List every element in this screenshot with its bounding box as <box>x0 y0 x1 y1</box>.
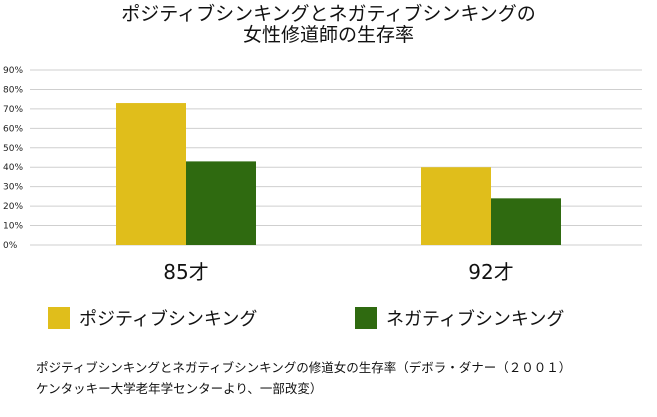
y-tick-label: 80% <box>3 85 23 95</box>
legend-swatch-positive <box>48 307 70 329</box>
chart-title-line-1: ポジティブシンキングとネガティブシンキングの <box>121 3 536 25</box>
chart-title-line-2: 女性修道師の生存率 <box>242 24 414 46</box>
y-tick-label: 40% <box>3 163 23 173</box>
legend-item-positive: ポジティブシンキング <box>48 305 257 331</box>
y-tick-label: 70% <box>3 105 23 115</box>
y-tick-label: 0% <box>3 241 18 251</box>
bar-positive-0 <box>116 103 186 245</box>
y-tick-label: 60% <box>3 124 23 134</box>
x-category-label: 92才 <box>468 260 513 284</box>
legend-label-positive: ポジティブシンキング <box>79 309 258 330</box>
y-tick-label: 10% <box>3 222 23 232</box>
caption-line-2: ケンタッキー大学老年学センターより、一部改変） <box>36 381 323 396</box>
y-tick-label: 20% <box>3 202 23 212</box>
caption-line-1: ポジティブシンキングとネガティブシンキングの修道女の生存率（デボラ・ダナー（２０… <box>36 360 572 375</box>
legend-swatch-negative <box>355 307 377 329</box>
legend-item-negative: ネガティブシンキング <box>355 305 564 331</box>
bar-chart: 0% 10% 20% 30% 40% 50% 60% 70% 80% 90% 85才 92才 <box>3 66 642 284</box>
y-tick-label: 50% <box>3 144 23 154</box>
x-category-label: 85才 <box>163 260 208 284</box>
bar-negative-1 <box>491 198 561 245</box>
bar-positive-1 <box>421 167 491 245</box>
legend-label-negative: ネガティブシンキング <box>386 309 565 330</box>
bar-negative-0 <box>186 161 256 245</box>
y-tick-label: 30% <box>3 183 23 193</box>
y-tick-label: 90% <box>3 66 23 76</box>
